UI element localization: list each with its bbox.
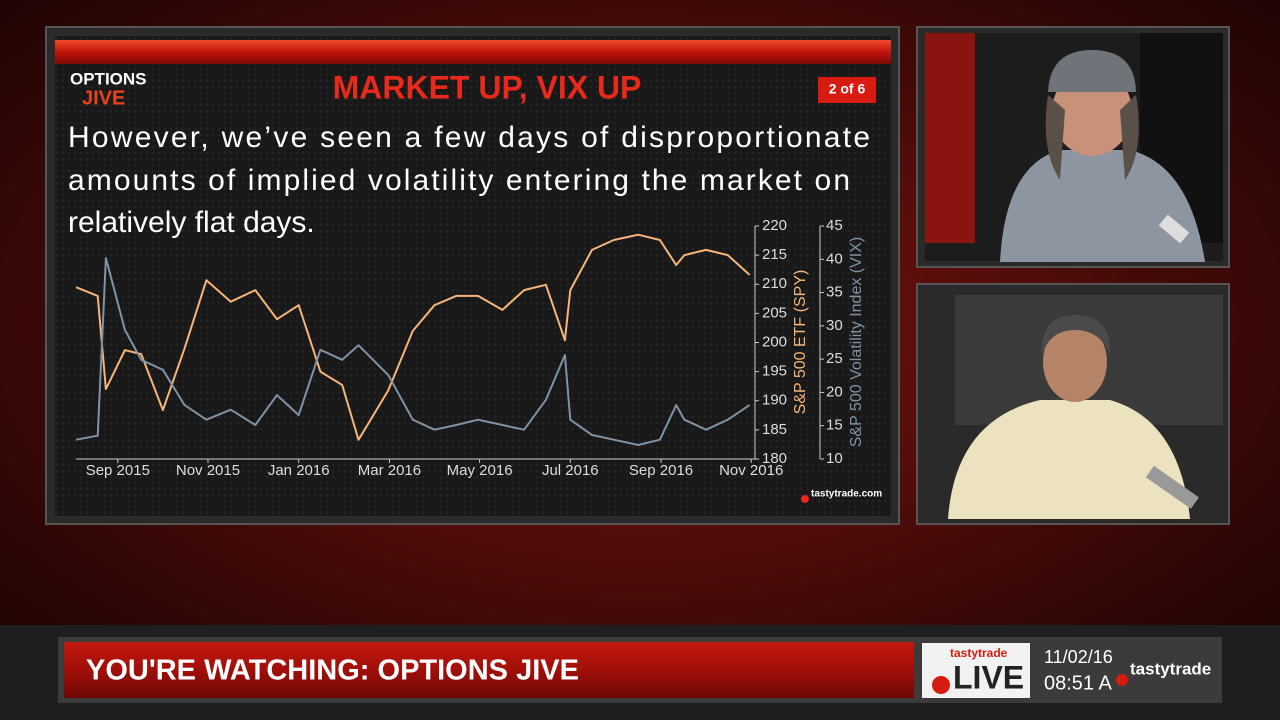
slide-stripe bbox=[55, 40, 891, 64]
y2-tick-label: 15 bbox=[826, 417, 843, 434]
microphone bbox=[1158, 214, 1190, 244]
y2-axis-title: S&P 500 Volatility Index (VIX) bbox=[848, 237, 865, 447]
y-tick-label: 185 bbox=[762, 421, 787, 438]
live-logo-icon bbox=[932, 676, 950, 694]
ticker-time: 08:51 A bbox=[1044, 672, 1113, 694]
x-tick-label: May 2016 bbox=[447, 462, 513, 479]
slide-background bbox=[55, 36, 891, 516]
y2-tick-label: 45 bbox=[826, 217, 843, 234]
show-logo-bottom: JIVE bbox=[82, 87, 125, 109]
watermark-icon bbox=[801, 495, 809, 503]
host-cap bbox=[1048, 50, 1136, 92]
live-brand: tastytrade bbox=[950, 646, 1008, 660]
y2-tick-label: 20 bbox=[826, 383, 843, 400]
y-tick-label: 220 bbox=[762, 217, 787, 234]
x-tick-label: Jul 2016 bbox=[542, 462, 599, 479]
series-line bbox=[75, 233, 751, 441]
slide-text: amounts of implied volatility entering t… bbox=[68, 164, 850, 197]
ticker-bar bbox=[64, 642, 914, 698]
x-tick-label: Sep 2015 bbox=[86, 462, 150, 479]
brand-icon bbox=[1116, 674, 1128, 686]
host-face bbox=[1043, 322, 1107, 402]
y-tick-label: 195 bbox=[762, 363, 787, 380]
watermark: tastytrade.com bbox=[811, 489, 882, 500]
host-shirt bbox=[948, 400, 1190, 519]
slide-title: MARKET UP, VIX UP bbox=[333, 69, 642, 105]
page-indicator: 2 of 6 bbox=[829, 81, 866, 97]
y-tick-label: 205 bbox=[762, 304, 787, 321]
host-shirt bbox=[1000, 150, 1205, 262]
ticker-brand: tastytrade bbox=[1130, 659, 1211, 678]
y-tick-label: 180 bbox=[762, 450, 787, 467]
y2-tick-label: 35 bbox=[826, 284, 843, 301]
x-tick-label: Nov 2016 bbox=[719, 462, 783, 479]
y-axis-title: S&P 500 ETF (SPY) bbox=[792, 270, 809, 415]
slide-text: relatively flat days. bbox=[68, 206, 315, 239]
x-tick-label: Mar 2016 bbox=[358, 462, 421, 479]
y-tick-label: 200 bbox=[762, 333, 787, 350]
x-tick-label: Nov 2015 bbox=[176, 462, 240, 479]
y-tick-label: 215 bbox=[762, 246, 787, 263]
y2-tick-label: 30 bbox=[826, 317, 843, 334]
slide-text: However, we’ve seen a few days of dispro… bbox=[68, 121, 870, 154]
y-tick-label: 190 bbox=[762, 392, 787, 409]
x-tick-label: Jan 2016 bbox=[268, 462, 330, 479]
studio-wall bbox=[925, 33, 975, 243]
show-logo-top: OPTIONS bbox=[70, 69, 147, 88]
y2-tick-label: 10 bbox=[826, 450, 843, 467]
host-hair bbox=[1041, 315, 1111, 355]
y2-tick-label: 25 bbox=[826, 350, 843, 367]
page-badge bbox=[818, 77, 876, 103]
live-label: LIVE bbox=[953, 659, 1024, 695]
host-hair bbox=[1045, 95, 1139, 180]
ticker-label: YOU'RE WATCHING: OPTIONS JIVE bbox=[86, 655, 579, 687]
y2-tick-label: 40 bbox=[826, 250, 843, 267]
ticker-date: 11/02/16 bbox=[1044, 647, 1113, 667]
series-line bbox=[75, 257, 751, 446]
x-tick-label: Sep 2016 bbox=[629, 462, 693, 479]
microphone bbox=[1145, 465, 1199, 509]
y-tick-label: 210 bbox=[762, 275, 787, 292]
